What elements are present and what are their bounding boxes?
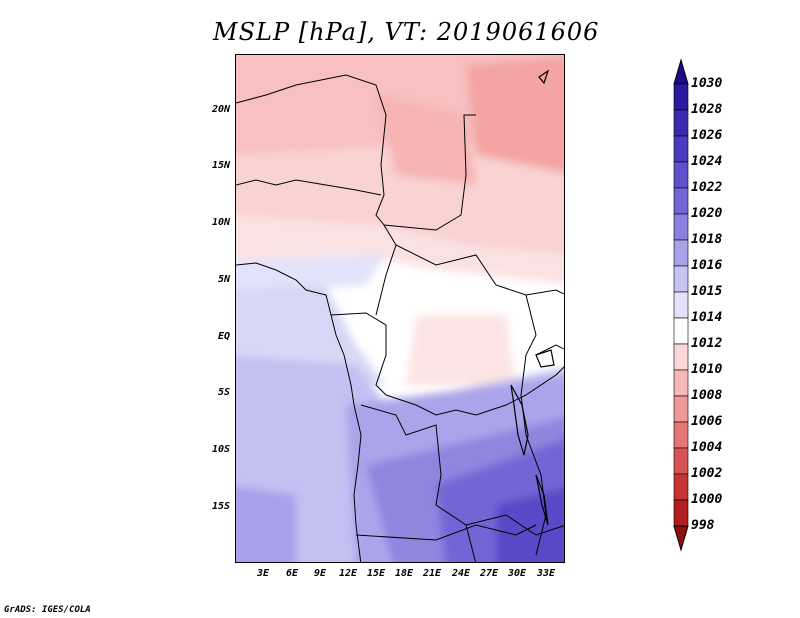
colorbar-cell bbox=[673, 447, 689, 475]
lat-label: EQ bbox=[217, 331, 230, 342]
lat-label: 5S bbox=[217, 387, 230, 398]
colorbar-level-label: 998 bbox=[691, 518, 715, 533]
colorbar bbox=[673, 58, 689, 552]
lon-label: 33E bbox=[536, 568, 556, 579]
colorbar-cell bbox=[673, 187, 689, 215]
colorbar-cell bbox=[673, 265, 689, 293]
colorbar-cell bbox=[673, 239, 689, 267]
lon-label: 18E bbox=[394, 568, 414, 579]
pressure-field bbox=[236, 55, 564, 562]
colorbar-level-label: 1000 bbox=[691, 492, 723, 507]
colorbar-level-label: 1012 bbox=[691, 336, 723, 351]
lon-label: 3E bbox=[256, 568, 270, 579]
lat-label: 15N bbox=[211, 160, 230, 171]
lat-label: 10S bbox=[211, 444, 230, 455]
colorbar-level-label: 1026 bbox=[691, 128, 723, 143]
lon-label: 21E bbox=[422, 568, 442, 579]
lon-label: 6E bbox=[285, 568, 299, 579]
pressure-shading bbox=[236, 55, 564, 562]
lat-label: 15S bbox=[211, 501, 230, 512]
lon-label: 9E bbox=[313, 568, 327, 579]
colorbar-level-label: 1020 bbox=[691, 206, 723, 221]
colorbar-cell bbox=[673, 161, 689, 189]
colorbar-level-label: 1008 bbox=[691, 388, 723, 403]
map-title: MSLP [hPa], VT: 2019061606 bbox=[213, 18, 600, 46]
colorbar-cell bbox=[673, 499, 689, 527]
colorbar-level-label: 1014 bbox=[691, 310, 723, 325]
lon-label: 30E bbox=[507, 568, 527, 579]
lon-label: 15E bbox=[366, 568, 386, 579]
colorbar-cell bbox=[673, 291, 689, 319]
colorbar-level-label: 1010 bbox=[691, 362, 723, 377]
colorbar-level-label: 1024 bbox=[691, 154, 723, 169]
colorbar-cell bbox=[673, 473, 689, 501]
lat-label: 5N bbox=[217, 274, 230, 285]
lake-outlines bbox=[510, 69, 555, 526]
colorbar-level-label: 1015 bbox=[691, 284, 723, 299]
colorbar-cell bbox=[673, 369, 689, 397]
colorbar-max-arrow bbox=[673, 58, 689, 85]
credit-text: GrADS: IGES/COLA bbox=[4, 605, 91, 615]
lat-label: 20N bbox=[211, 104, 230, 115]
lon-label: 27E bbox=[479, 568, 499, 579]
map-plot-area bbox=[235, 54, 565, 563]
colorbar-cell bbox=[673, 109, 689, 137]
colorbar-cell bbox=[673, 395, 689, 423]
colorbar-level-label: 1018 bbox=[691, 232, 723, 247]
colorbar-level-label: 1030 bbox=[691, 76, 723, 91]
lon-label: 12E bbox=[338, 568, 358, 579]
colorbar-level-label: 1002 bbox=[691, 466, 723, 481]
colorbar-cell bbox=[673, 83, 689, 111]
colorbar-min-arrow bbox=[673, 525, 689, 552]
colorbar-cell bbox=[673, 213, 689, 241]
lat-label: 10N bbox=[211, 217, 230, 228]
colorbar-level-label: 1022 bbox=[691, 180, 723, 195]
colorbar-level-label: 1028 bbox=[691, 102, 723, 117]
colorbar-cell bbox=[673, 421, 689, 449]
colorbar-cell bbox=[673, 343, 689, 371]
lon-label: 24E bbox=[451, 568, 471, 579]
colorbar-cell bbox=[673, 135, 689, 163]
colorbar-cell bbox=[673, 317, 689, 345]
colorbar-level-label: 1006 bbox=[691, 414, 723, 429]
colorbar-level-label: 1016 bbox=[691, 258, 723, 273]
colorbar-level-label: 1004 bbox=[691, 440, 723, 455]
